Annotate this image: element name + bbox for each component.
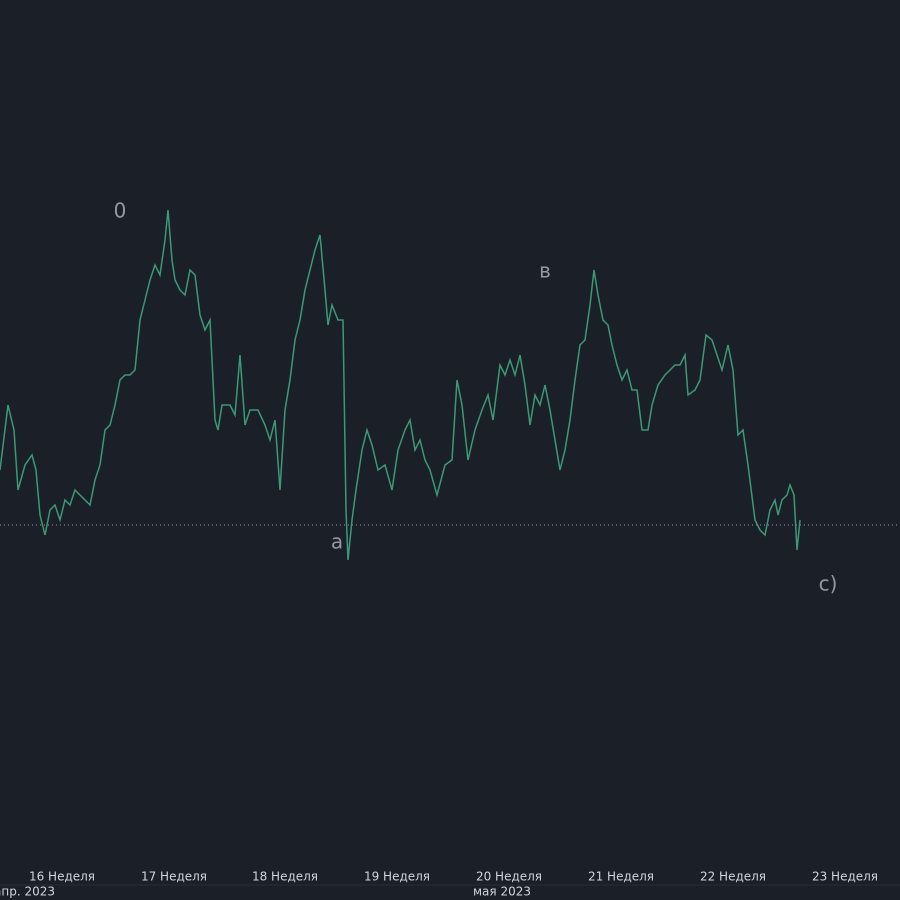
x-tick-label: 17 Неделя	[141, 870, 207, 884]
x-tick-label: 21 Неделя	[588, 870, 654, 884]
x-tick-label: 22 Неделя	[700, 870, 766, 884]
annotation: a	[331, 530, 343, 554]
x-tick-label: 16 Неделя	[29, 870, 95, 884]
annotation: в	[539, 259, 551, 283]
x-tick-label: 20 Неделя	[476, 870, 542, 884]
month-label: апр. 2023	[0, 885, 55, 899]
annotation: c)	[819, 572, 838, 596]
x-tick-label: 23 Неделя	[812, 870, 878, 884]
x-tick-label: 19 Неделя	[364, 870, 430, 884]
x-tick-label: 18 Неделя	[252, 870, 318, 884]
month-label: мая 2023	[473, 885, 531, 899]
annotation: 0	[114, 199, 127, 223]
price-line	[0, 209, 801, 561]
